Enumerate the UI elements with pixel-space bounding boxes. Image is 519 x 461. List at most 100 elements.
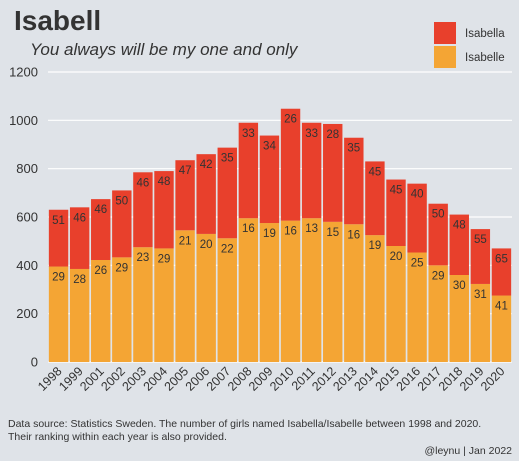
- rank-label-isabella-2003: 46: [137, 177, 150, 189]
- rank-label-isabelle-2004: 29: [158, 253, 171, 265]
- x-axis-ticks: 1998199920012002200320042005200620072008…: [35, 364, 508, 394]
- rank-label-isabelle-2013: 16: [347, 229, 360, 241]
- bar-isabella-2011: [301, 122, 322, 219]
- rank-label-isabella-2001: 46: [94, 204, 107, 216]
- bar-isabella-1999: [69, 207, 90, 269]
- bar-isabelle-2013: [344, 224, 364, 362]
- bar-isabelle-2016: [407, 252, 427, 362]
- rank-label-isabelle-2019: 31: [474, 289, 487, 301]
- bar-isabelle-2017: [428, 265, 448, 362]
- rank-label-isabella-2012: 28: [326, 129, 339, 141]
- rank-label-isabella-2019: 55: [474, 234, 487, 246]
- legend-swatch-isabelle: [434, 46, 456, 68]
- bar-isabelle-2012: [323, 221, 343, 362]
- rank-label-isabelle-2007: 22: [221, 243, 234, 255]
- bar-isabella-2020: [491, 248, 512, 296]
- chart-title: Isabell: [14, 5, 101, 36]
- rank-label-isabella-1999: 46: [73, 212, 86, 224]
- bar-isabelle-2007: [217, 238, 237, 362]
- y-axis-ticks: 0 200 400 600 800 1000 1200: [9, 65, 38, 370]
- bar-isabella-2016: [407, 183, 427, 253]
- bar-isabella-2012: [323, 123, 343, 222]
- bar-isabelle-2003: [133, 247, 153, 362]
- legend: Isabella Isabelle: [434, 22, 505, 68]
- bar-isabella-2017: [428, 203, 448, 266]
- bar-isabelle-2020: [491, 295, 512, 362]
- bar-isabelle-2004: [154, 248, 174, 362]
- bar-isabelle-2014: [365, 235, 385, 362]
- y-tick-label-400: 400: [16, 258, 38, 273]
- bar-isabelle-1998: [48, 266, 69, 362]
- bar-isabella-2003: [133, 172, 153, 248]
- bar-isabella-2013: [344, 137, 364, 225]
- rank-label-isabelle-2015: 20: [390, 251, 403, 263]
- bar-isabelle-2009: [259, 223, 280, 362]
- bar-isabella-2007: [217, 147, 237, 239]
- rank-label-isabelle-2001: 26: [94, 265, 107, 277]
- rank-label-isabella-2006: 42: [200, 159, 213, 171]
- rank-label-isabelle-2009: 19: [263, 228, 276, 240]
- bar-isabella-2014: [365, 161, 385, 236]
- rank-label-isabella-2017: 50: [432, 209, 445, 221]
- y-tick-label-1000: 1000: [9, 113, 38, 128]
- rank-label-isabella-2015: 45: [390, 185, 403, 197]
- bar-isabelle-2018: [449, 275, 469, 362]
- bar-isabelle-2002: [112, 257, 132, 362]
- bar-isabella-2004: [154, 171, 174, 249]
- bar-isabelle-1999: [69, 268, 90, 362]
- rank-label-isabelle-2010: 16: [284, 226, 297, 238]
- chart-subtitle: You always will be my one and only: [30, 40, 299, 59]
- legend-swatch-isabella: [434, 22, 456, 44]
- rank-label-isabelle-2006: 20: [200, 239, 213, 251]
- rank-label-isabella-2007: 35: [221, 153, 234, 165]
- credit-label: @leynu | Jan 2022: [424, 445, 512, 457]
- y-tick-label-600: 600: [16, 210, 38, 225]
- rank-label-isabella-2010: 26: [284, 114, 297, 126]
- rank-label-isabelle-2008: 16: [242, 223, 255, 235]
- x-tick-label-2020: 2020: [478, 364, 508, 394]
- bar-isabella-2019: [470, 229, 491, 284]
- rank-label-isabella-2011: 33: [305, 128, 318, 140]
- bar-isabelle-2006: [196, 233, 216, 362]
- rank-label-isabelle-2003: 23: [137, 252, 150, 264]
- rank-label-isabelle-2002: 29: [115, 262, 128, 274]
- rank-label-isabelle-2020: 41: [495, 301, 508, 313]
- bar-isabelle-2011: [301, 218, 322, 362]
- bar-isabella-2010: [280, 108, 301, 221]
- rank-label-isabella-2008: 33: [242, 128, 255, 140]
- rank-label-isabella-2009: 34: [263, 141, 276, 153]
- bar-isabella-2006: [196, 154, 216, 234]
- rank-label-isabella-2005: 47: [179, 165, 192, 177]
- rank-label-isabelle-2011: 13: [305, 223, 318, 235]
- bar-isabella-2008: [238, 122, 259, 219]
- bar-isabelle-2005: [175, 230, 195, 362]
- rank-label-isabelle-2005: 21: [179, 235, 192, 247]
- bar-isabella-2001: [91, 199, 111, 261]
- rank-label-isabella-2013: 35: [347, 143, 360, 155]
- bar-isabelle-2010: [280, 220, 301, 362]
- bar-isabella-2015: [386, 179, 406, 246]
- rank-label-isabella-2004: 48: [158, 176, 171, 188]
- y-tick-label-1200: 1200: [9, 65, 38, 80]
- rank-label-isabella-2014: 45: [369, 166, 382, 178]
- rank-label-isabella-2018: 48: [453, 220, 466, 232]
- bar-isabella-2002: [112, 190, 132, 258]
- rank-label-isabelle-2014: 19: [369, 240, 382, 252]
- rank-label-isabella-2020: 65: [495, 253, 508, 265]
- rank-label-isabelle-2016: 25: [411, 258, 424, 270]
- bar-isabelle-2008: [238, 218, 259, 362]
- rank-label-isabella-2002: 50: [115, 195, 128, 207]
- rank-label-isabella-2016: 40: [411, 189, 424, 201]
- rank-label-isabelle-1998: 29: [52, 272, 65, 284]
- y-tick-label-200: 200: [16, 306, 38, 321]
- footnote-line-1: Data source: Statistics Sweden. The numb…: [8, 418, 481, 430]
- rank-label-isabella-1998: 51: [52, 215, 65, 227]
- bar-isabella-2009: [259, 135, 280, 224]
- bar-isabelle-2001: [91, 260, 111, 362]
- rank-label-isabelle-2012: 15: [326, 227, 339, 239]
- footnote-line-2: Their ranking within each year is also p…: [8, 431, 227, 443]
- bar-isabella-2018: [449, 214, 469, 275]
- y-tick-label-800: 800: [16, 161, 38, 176]
